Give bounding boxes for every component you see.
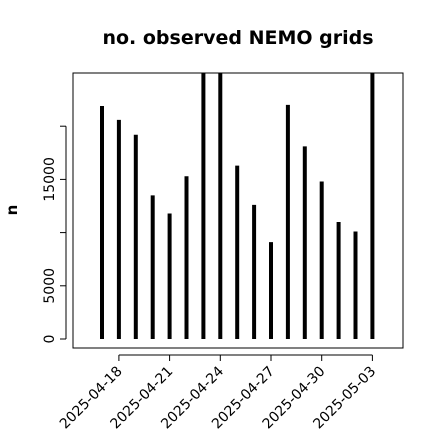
chart-title: no. observed NEMO grids bbox=[102, 27, 373, 49]
y-axis-label: n bbox=[3, 205, 21, 216]
y-tick-label-15000: 15000 bbox=[42, 157, 58, 202]
y-axis: 0 5000 15000 bbox=[42, 125, 67, 344]
plot-frame bbox=[72, 72, 404, 349]
y-tick-label-5000: 5000 bbox=[42, 268, 58, 304]
bars bbox=[100, 73, 375, 339]
x-axis: 2025-04-182025-04-212025-04-242025-04-27… bbox=[57, 354, 379, 432]
y-tick-label-0: 0 bbox=[42, 335, 58, 344]
